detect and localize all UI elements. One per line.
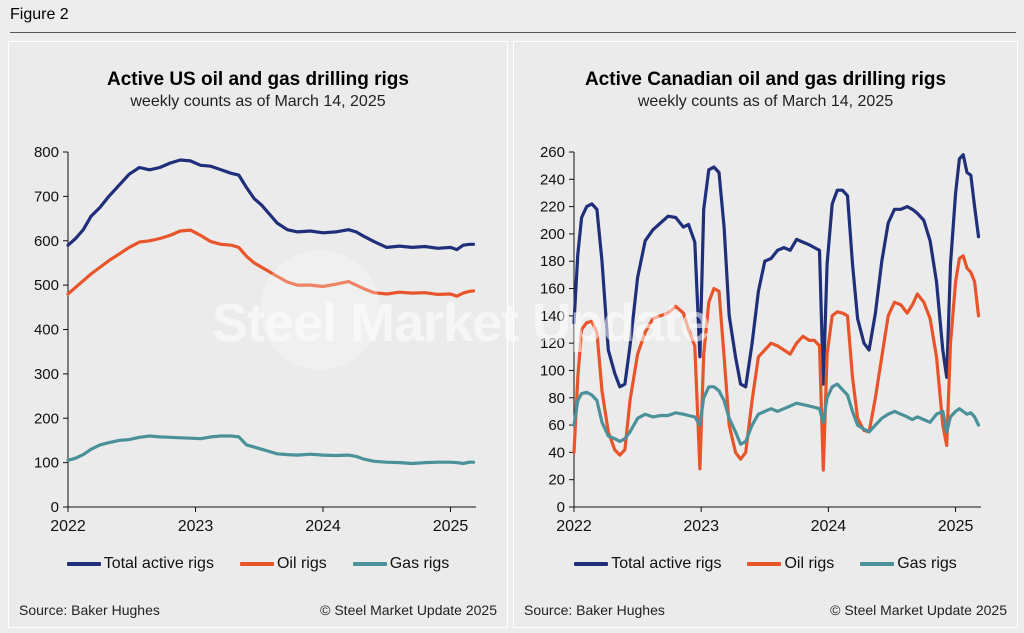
gas-rigs-line	[572, 382, 981, 446]
us-rigs-chart-panel: 0 100 200 300 400 500 600 700 800 2022 2023 2024 202…	[8, 41, 508, 628]
y-tick-label: 200	[34, 410, 59, 427]
legend-label-oil: Oil rigs	[784, 555, 835, 572]
source-note: Source: Baker Hughes	[524, 602, 665, 618]
legend-label-gas: Gas rigs	[389, 555, 450, 572]
x-tick-label: 2022	[50, 518, 86, 535]
legend-swatch-gas	[860, 562, 895, 566]
canada-rigs-chart-panel: 0 20 40 60 80 100 120 140 160 180 200 220 240 260 2022…	[513, 41, 1018, 628]
gas-rigs-line	[66, 434, 476, 466]
y-tick-label: 220	[540, 199, 565, 216]
y-tick-label: 500	[34, 277, 59, 294]
chart-legend: Total active rigs Oil rigs Gas rigs	[514, 555, 1017, 573]
y-tick-label: 100	[540, 362, 565, 379]
x-tick-label: 2022	[556, 518, 592, 535]
canada-rigs-chart: 0 20 40 60 80 100 120 140 160 180 200 220 240 260 2022…	[540, 144, 981, 535]
legend-label-total: Total active rigs	[103, 555, 214, 572]
legend-item-total: Total active rigs	[66, 555, 214, 573]
x-tick-label: 2025	[433, 518, 469, 535]
y-tick-label: 240	[540, 171, 565, 188]
legend-item-gas: Gas rigs	[860, 555, 957, 573]
oil-rigs-line	[572, 254, 981, 472]
y-tick-label: 20	[548, 472, 565, 489]
figure-rule	[10, 32, 1016, 33]
source-note: Source: Baker Hughes	[19, 602, 160, 618]
y-tick-label: 180	[540, 253, 565, 270]
y-tick-label: 40	[548, 444, 565, 461]
oil-rigs-line	[66, 228, 476, 298]
x-tick-label: 2025	[938, 518, 974, 535]
legend-item-oil: Oil rigs	[239, 555, 327, 573]
legend-item-total: Total active rigs	[574, 555, 721, 573]
y-tick-label: 80	[548, 390, 565, 407]
y-tick-label: 120	[540, 335, 565, 352]
y-tick-label: 300	[34, 366, 59, 383]
x-tick-label: 2024	[811, 518, 847, 535]
y-tick-label: 260	[540, 144, 565, 161]
y-tick-label: 140	[540, 308, 565, 325]
chart-subtitle: weekly counts as of March 14, 2025	[637, 93, 894, 110]
legend-swatch-total	[574, 562, 609, 566]
legend-item-gas: Gas rigs	[352, 555, 450, 573]
chart-subtitle: weekly counts as of March 14, 2025	[130, 93, 386, 110]
figure-label: Figure 2	[10, 6, 69, 23]
us-rigs-chart: 0 100 200 300 400 500 600 700 800 2022 2023 2024 202…	[34, 144, 476, 535]
chart-title: Active US oil and gas drilling rigs	[107, 69, 409, 90]
legend-label-gas: Gas rigs	[897, 555, 957, 572]
y-tick-label: 0	[51, 499, 59, 516]
y-tick-label: 600	[34, 233, 59, 250]
total-rigs-line	[66, 158, 476, 252]
legend-swatch-oil	[239, 562, 274, 566]
y-tick-label: 60	[548, 417, 565, 434]
legend-label-total: Total active rigs	[611, 555, 722, 572]
x-tick-label: 2023	[178, 518, 214, 535]
chart-title: Active Canadian oil and gas drilling rig…	[584, 69, 947, 90]
y-tick-label: 200	[540, 226, 565, 243]
legend-swatch-total	[66, 562, 101, 566]
legend-swatch-gas	[352, 562, 387, 566]
y-tick-label: 0	[557, 499, 565, 516]
chart-legend: Total active rigs Oil rigs Gas rigs	[9, 555, 507, 573]
y-tick-label: 100	[34, 455, 59, 472]
y-tick-label: 160	[540, 281, 565, 298]
y-tick-label: 700	[34, 188, 59, 205]
total-rigs-line	[572, 153, 981, 389]
legend-label-oil: Oil rigs	[276, 555, 327, 572]
copyright-note: © Steel Market Update 2025	[830, 602, 1007, 618]
x-tick-label: 2023	[683, 518, 719, 535]
legend-swatch-oil	[747, 562, 782, 566]
legend-item-oil: Oil rigs	[747, 555, 834, 573]
copyright-note: © Steel Market Update 2025	[320, 602, 497, 618]
y-tick-label: 400	[34, 322, 59, 339]
x-tick-label: 2024	[305, 518, 341, 535]
y-tick-label: 800	[34, 144, 59, 161]
